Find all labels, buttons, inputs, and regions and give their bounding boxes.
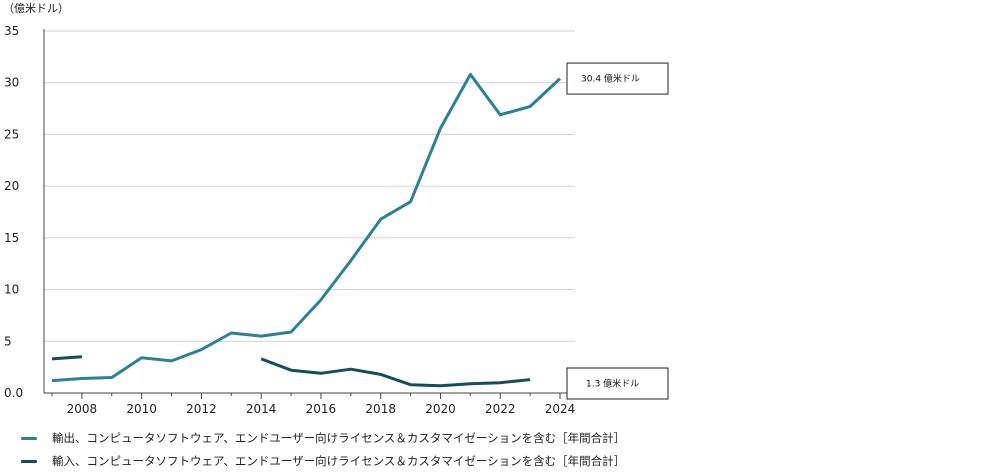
legend-swatch-imports	[21, 459, 37, 463]
legend-swatch-exports	[21, 436, 37, 440]
series-line-exports-segment-1	[51, 72, 562, 383]
y-tick-label-35: 35	[4, 24, 19, 38]
series-line-imports-segment-1	[51, 355, 83, 361]
y-tick-label-10: 10	[4, 283, 19, 297]
y-tick-label-20: 20	[4, 179, 19, 193]
series-line-imports-segment-2	[260, 357, 531, 388]
y-tick-label-15: 15	[4, 231, 19, 245]
x-tick-label-2012: 2012	[186, 402, 217, 416]
y-tick-label-25: 25	[4, 127, 19, 141]
x-tick-label-2024: 2024	[545, 402, 576, 416]
x-tick-label-2018: 2018	[365, 402, 396, 416]
x-tick-label-2022: 2022	[485, 402, 516, 416]
annotations: 30.4 億米ドル 1.3 億米ドル	[566, 62, 669, 400]
legend-item-imports: 輸入、コンピュータソフトウェア、エンドユーザー向けライセンス＆カスタマイゼーショ…	[21, 453, 625, 469]
y-tick-label-5: 5	[4, 334, 12, 348]
y-tick-label-0.0: 0.0	[4, 386, 23, 400]
x-tick-label-2008: 2008	[67, 402, 98, 416]
legend-label-imports: 輸入、コンピュータソフトウェア、エンドユーザー向けライセンス＆カスタマイゼーショ…	[52, 454, 626, 468]
y-tick-label-30: 30	[4, 76, 19, 90]
x-tick-label-2020: 2020	[425, 402, 456, 416]
x-tick-labels: 2008 2010 2012 2014 2016 2018 2020 2022 2024	[67, 402, 576, 416]
y-axis-unit-label: （億米ドル）	[3, 2, 69, 15]
annotation-box-imports	[566, 367, 669, 400]
series-lines	[51, 72, 562, 388]
legend-label-exports: 輸出、コンピュータソフトウェア、エンドユーザー向けライセンス＆カスタマイゼーショ…	[52, 431, 626, 445]
x-tick-label-2016: 2016	[306, 402, 337, 416]
y-tick-labels: 0.0 5 10 15 20 25 30 35	[4, 24, 23, 400]
axes	[43, 29, 575, 399]
annotation-label-imports: 1.3 億米ドル	[586, 378, 639, 390]
gridlines	[44, 30, 575, 342]
legend-item-exports: 輸出、コンピュータソフトウェア、エンドユーザー向けライセンス＆カスタマイゼーショ…	[21, 430, 625, 446]
annotation-label-exports: 30.4 億米ドル	[581, 73, 640, 85]
annotation-box-exports	[566, 62, 669, 95]
x-tick-label-2014: 2014	[246, 402, 277, 416]
x-tick-label-2010: 2010	[126, 402, 157, 416]
